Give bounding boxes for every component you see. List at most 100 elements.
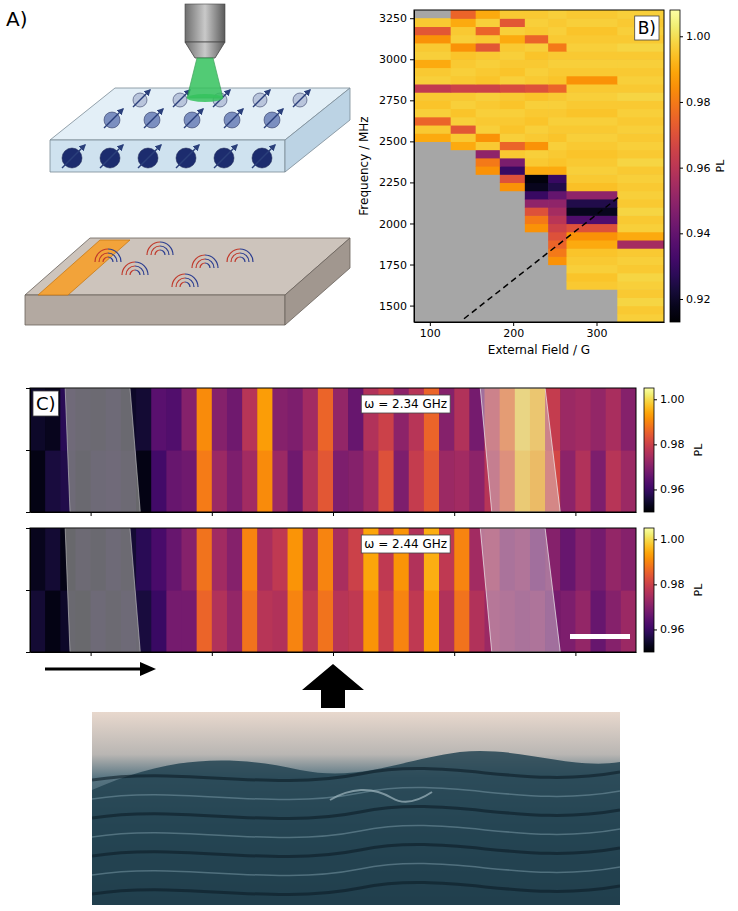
tick-label: 1.00 <box>660 533 685 546</box>
tick <box>333 512 334 516</box>
heat-cell <box>476 51 501 60</box>
heat-cell <box>548 51 567 60</box>
heat-cell <box>476 125 501 134</box>
field-loop <box>151 246 160 255</box>
tick: 1.00 <box>654 393 685 406</box>
axis-line <box>654 389 655 513</box>
heat-cell <box>567 59 618 68</box>
heat-cell <box>451 26 477 35</box>
heatmap-panel: 0.960.981.00PLω = 2.34 GHzC) <box>26 388 705 516</box>
heat-cell <box>451 35 477 44</box>
heat-cell <box>525 100 549 109</box>
tick-mark <box>26 652 30 653</box>
tick: 0.96 <box>654 483 685 496</box>
heat-cell <box>182 388 198 451</box>
tick-label: 300 <box>587 327 608 340</box>
heat-cell <box>500 141 526 150</box>
heat-cell <box>151 590 167 652</box>
heat-cell <box>414 117 451 126</box>
axis-line <box>30 529 31 653</box>
heat-cell <box>617 133 664 142</box>
tick <box>26 450 30 451</box>
heat-cell <box>617 92 664 101</box>
heat-cell <box>500 182 526 191</box>
heat-cell <box>525 76 549 85</box>
heat-cell <box>591 450 607 512</box>
heat-cell <box>525 125 549 134</box>
heat-cell <box>500 150 526 159</box>
heat-cell <box>617 314 664 322</box>
axis: 100200300 <box>415 322 665 340</box>
photo-background <box>92 712 620 905</box>
field-loop <box>99 253 108 262</box>
heat-cell <box>548 256 567 265</box>
heat-cell <box>454 528 470 591</box>
field-loop <box>240 249 253 262</box>
heat-cell <box>621 388 636 451</box>
field-loop <box>108 253 117 262</box>
no-data-background <box>30 528 636 652</box>
tick-mark <box>454 512 455 516</box>
tick: 0.98 <box>680 96 711 109</box>
field-loop <box>192 255 205 268</box>
heat-cell <box>575 528 591 591</box>
tick-mark <box>680 299 683 300</box>
heat-cell <box>500 84 526 93</box>
heat-cell <box>451 67 477 76</box>
heat-cell <box>500 18 526 27</box>
heat-cell <box>525 166 549 175</box>
heat-cell <box>476 92 501 101</box>
heat-cell <box>525 133 549 142</box>
heat-cell <box>548 84 567 93</box>
spin-arrow <box>138 145 161 168</box>
heat-cell <box>591 388 607 451</box>
heat-cell <box>500 166 526 175</box>
tick-mark <box>654 399 657 400</box>
tick <box>91 652 92 656</box>
tick: 100 <box>420 322 441 340</box>
heat-cell <box>212 528 228 591</box>
heat-cell <box>454 450 470 512</box>
heat-cell <box>606 590 622 652</box>
panel-a: A) <box>6 4 350 325</box>
panel-title-patch <box>635 16 659 40</box>
direction-arrowhead <box>140 662 156 676</box>
heat-cell <box>318 388 334 451</box>
heat-cell <box>288 388 304 451</box>
panel-title: ω = 2.34 GHz <box>364 397 447 411</box>
heat-cell <box>617 182 664 191</box>
tick <box>575 652 576 656</box>
heat-cell <box>567 265 618 274</box>
no-data-background <box>414 10 664 322</box>
heat-cell <box>567 125 618 134</box>
field-loop <box>160 242 173 255</box>
heat-cell <box>476 133 501 142</box>
heat-cell <box>257 528 273 591</box>
heat-cell <box>451 84 477 93</box>
heat-cell <box>567 92 618 101</box>
heat-cell <box>476 109 501 118</box>
heat-cell <box>272 528 288 591</box>
heat-cell <box>617 289 664 298</box>
tick <box>91 512 92 516</box>
tick-label: 2500 <box>379 135 407 148</box>
heat-cell <box>318 590 334 652</box>
spin-arrow <box>214 145 237 168</box>
heat-cell <box>567 191 618 200</box>
tick-mark <box>454 652 455 656</box>
heat-cell <box>617 100 664 109</box>
field-loop <box>200 263 205 268</box>
field-loop <box>122 262 135 275</box>
heat-cell <box>500 158 526 167</box>
heat-cell <box>617 117 664 126</box>
heat-cell <box>525 141 549 150</box>
heat-cell <box>151 388 167 451</box>
heat-cell <box>525 158 549 167</box>
tick-mark <box>410 59 414 60</box>
heat-cell <box>548 43 567 52</box>
tick-mark <box>26 528 30 529</box>
heat-cell <box>476 84 501 93</box>
laser-cone <box>187 58 223 98</box>
colorbar <box>644 528 654 652</box>
plot-area <box>414 10 664 322</box>
